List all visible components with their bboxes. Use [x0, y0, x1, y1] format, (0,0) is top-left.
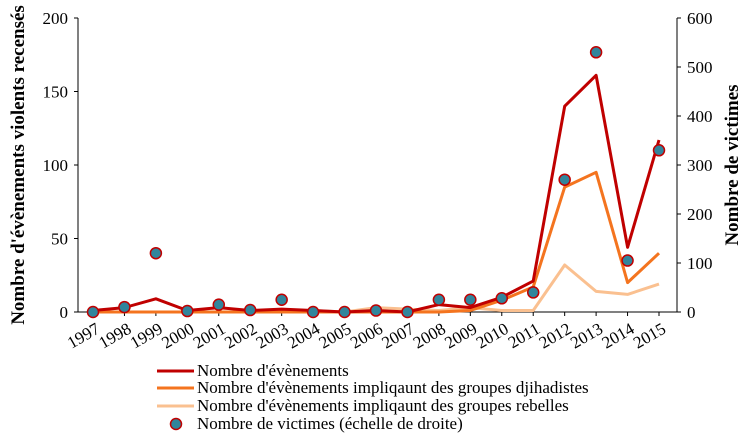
victim-point [306, 305, 320, 319]
left-tick-label: 150 [43, 83, 69, 102]
legend-label-3: Nombre d'évènements impliqaunt des group… [197, 396, 569, 415]
right-tick-label: 500 [687, 58, 713, 77]
victim-point [181, 304, 194, 318]
victim-point [432, 293, 446, 306]
legend-label-2: Nombre d'évènements impliqaunt des group… [197, 378, 589, 397]
victim-point [369, 304, 383, 317]
legend-label-4: Nombre de victimes (échelle de droite) [197, 414, 463, 433]
victim-point [526, 286, 540, 299]
victim-point [212, 298, 226, 311]
victim-point [589, 46, 603, 59]
left-tick-label: 0 [60, 303, 69, 322]
victim-point [149, 246, 163, 260]
victim-point [86, 305, 100, 319]
victim-point [495, 292, 509, 305]
right-tick-label: 200 [687, 205, 713, 224]
x-tick-label: 2015 [630, 319, 669, 352]
series-line-1 [92, 73, 661, 314]
victim-point [275, 293, 288, 306]
victim-point [338, 305, 351, 319]
right-axis-title: Nombre de victimes [722, 84, 743, 245]
right-tick-label: 600 [687, 9, 713, 28]
left-tick-label: 100 [43, 156, 69, 175]
left-tick-label: 200 [43, 9, 69, 28]
victim-point [118, 300, 131, 314]
victim-point [401, 305, 414, 319]
left-tick-label: 50 [51, 230, 68, 249]
victim-point [464, 293, 477, 306]
legend-swatch-4 [169, 417, 183, 431]
right-tick-label: 100 [687, 254, 713, 273]
victim-point [558, 173, 571, 186]
left-axis-title: Nombre d'évènements violents recensés [8, 5, 29, 325]
victim-point [243, 303, 257, 317]
right-tick-label: 0 [687, 303, 696, 322]
right-tick-label: 400 [687, 107, 713, 126]
victim-point [652, 144, 666, 157]
series-line-2 [93, 170, 661, 314]
right-tick-label: 300 [687, 156, 713, 175]
legend-label-1: Nombre d'évènements [197, 361, 349, 380]
victim-point [621, 254, 634, 267]
